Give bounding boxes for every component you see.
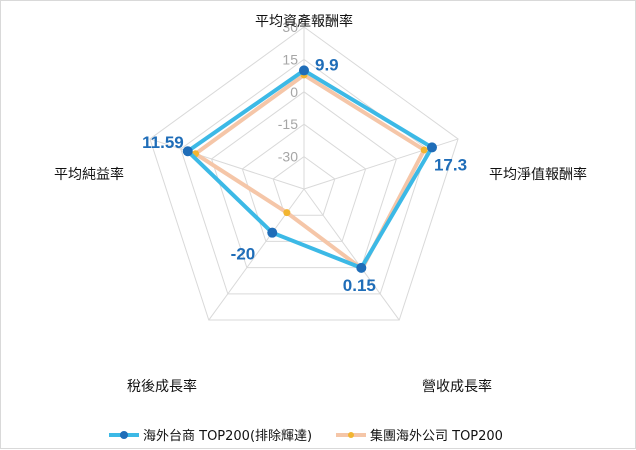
category-label: 平均淨值報酬率 <box>489 166 587 183</box>
series-point <box>299 65 309 76</box>
legend-label: 集團海外公司 TOP200 <box>370 428 503 444</box>
legend-marker <box>348 432 354 438</box>
data-label: 9.9 <box>315 55 339 74</box>
category-label: 平均資產報酬率 <box>255 13 353 30</box>
data-labels: 9.9 17.3 0.15 -20 11.59 <box>142 55 467 294</box>
tick-labels: -30 -15 0 15 30 <box>278 19 298 165</box>
series-point <box>182 146 193 157</box>
data-label: -20 <box>231 245 256 264</box>
series-line <box>185 68 434 270</box>
tick-label: 0 <box>290 84 298 100</box>
series-point <box>283 209 291 217</box>
grid-spoke-4 <box>149 138 305 190</box>
grid-ring-2 <box>210 91 398 269</box>
series-point <box>267 227 278 238</box>
legend-label: 海外台商 TOP200(排除輝達) <box>143 429 312 444</box>
series-point <box>356 262 367 273</box>
series-0 <box>182 65 437 273</box>
grid-spoke-2 <box>303 188 400 321</box>
category-label: 營收成長率 <box>422 378 492 395</box>
legend-item-0: 海外台商 TOP200(排除輝達) <box>109 429 312 444</box>
tick-label: -15 <box>278 116 298 132</box>
series-line <box>193 72 427 271</box>
tick-label: -30 <box>278 149 298 165</box>
grid-ring-4 <box>149 26 459 321</box>
grid-spoke-3 <box>208 188 305 321</box>
data-label: 11.59 <box>142 133 184 152</box>
legend: 海外台商 TOP200(排除輝達) 集團海外公司 TOP200 <box>109 428 503 444</box>
data-label: 17.3 <box>434 155 467 174</box>
tick-label: 30 <box>282 19 298 35</box>
data-label: 0.15 <box>343 276 376 295</box>
category-label: 平均純益率 <box>54 166 124 183</box>
legend-item-1: 集團海外公司 TOP200 <box>336 428 503 444</box>
series-layer <box>182 65 437 273</box>
tick-label: 15 <box>282 51 298 67</box>
series-point <box>426 142 437 153</box>
category-label: 稅後成長率 <box>127 378 197 395</box>
series-point <box>420 146 428 154</box>
legend-marker <box>120 431 128 439</box>
grid-ring-0 <box>272 155 336 216</box>
grid-ring-1 <box>241 123 367 242</box>
